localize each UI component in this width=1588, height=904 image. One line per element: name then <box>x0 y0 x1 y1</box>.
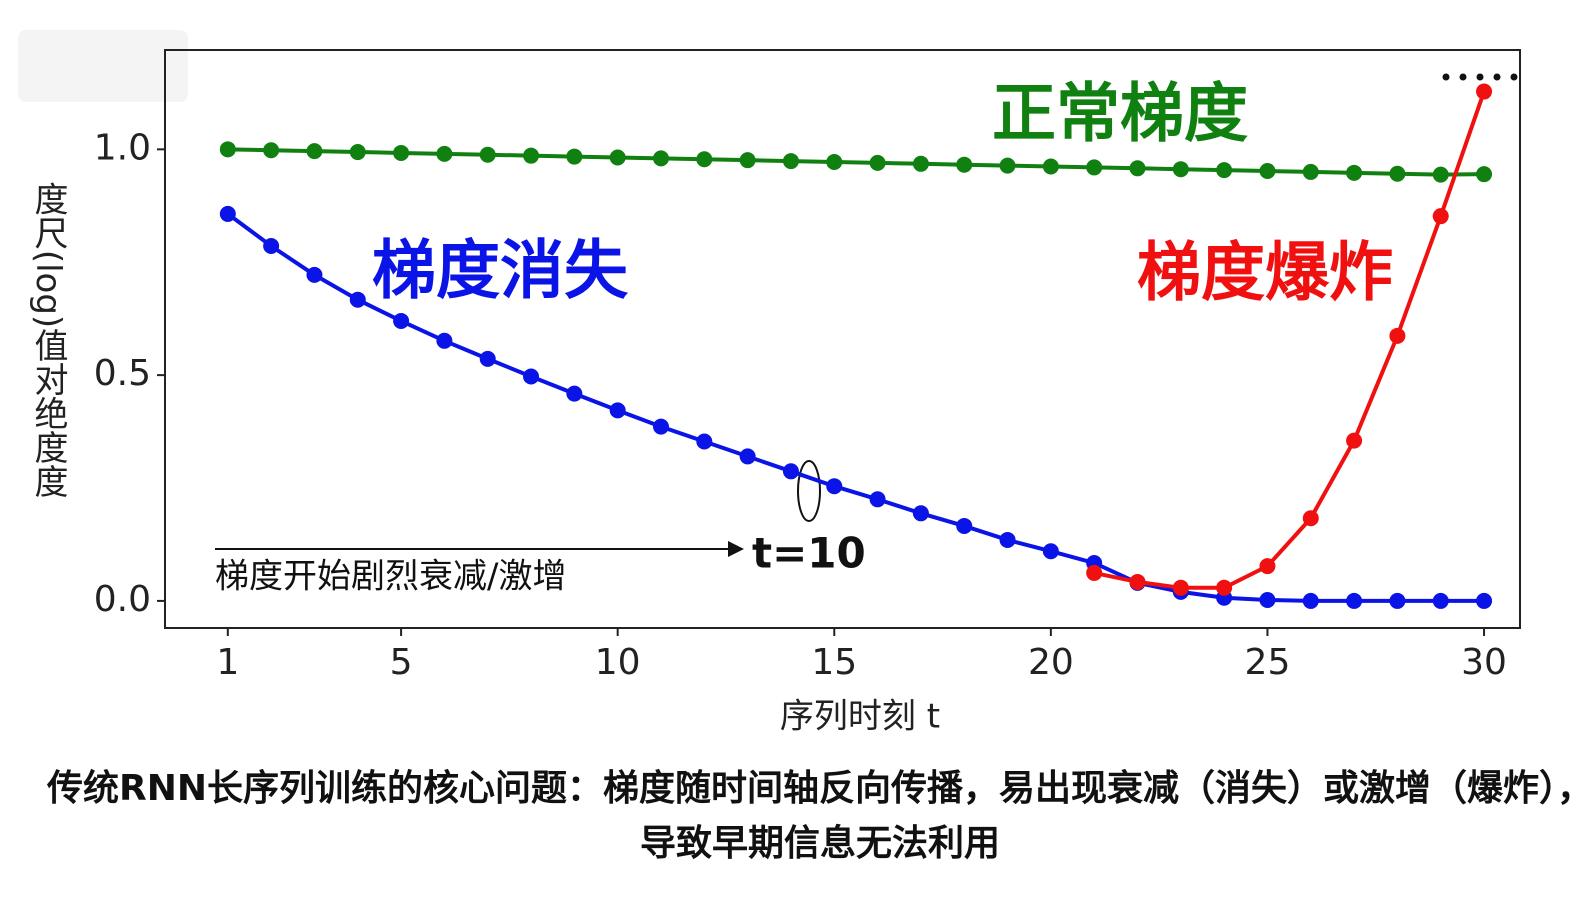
arrow-head <box>728 541 744 557</box>
data-point <box>1086 159 1103 176</box>
data-point <box>696 151 713 168</box>
data-point <box>566 148 583 165</box>
data-point <box>1346 592 1363 609</box>
data-point <box>1216 579 1233 596</box>
plot-frame <box>164 49 1521 629</box>
data-point <box>999 157 1016 174</box>
data-point <box>1389 165 1406 182</box>
data-point <box>869 154 886 171</box>
data-point <box>1432 592 1449 609</box>
y-tick-label: 0.5 <box>94 353 151 394</box>
x-tick-label: 15 <box>811 642 857 683</box>
data-point <box>1302 510 1319 527</box>
highlight-ellipse <box>797 460 821 522</box>
data-point <box>956 156 973 173</box>
data-point <box>1302 163 1319 180</box>
data-point <box>393 312 410 329</box>
series-label: 正常梯度 <box>992 78 1248 152</box>
data-point <box>1086 564 1103 581</box>
series-label: 梯度消失 <box>372 235 629 309</box>
data-point <box>219 205 236 222</box>
data-point <box>393 144 410 161</box>
data-point <box>263 142 280 159</box>
data-point <box>1346 432 1363 449</box>
data-point <box>1389 592 1406 609</box>
data-point <box>999 531 1016 548</box>
data-point <box>1302 592 1319 609</box>
data-point <box>1432 208 1449 225</box>
data-point <box>1216 162 1233 179</box>
data-point <box>306 143 323 160</box>
data-point <box>652 150 669 167</box>
data-point <box>1259 163 1276 180</box>
data-point <box>912 505 929 522</box>
data-point <box>349 291 366 308</box>
data-point <box>826 153 843 170</box>
data-point <box>1476 166 1493 183</box>
data-point <box>1129 160 1146 177</box>
annotation: 梯度开始剧烈衰减/激增 <box>215 557 566 597</box>
data-point <box>782 463 799 480</box>
data-point <box>566 385 583 402</box>
series-line <box>1093 90 1486 590</box>
data-point <box>1042 158 1059 175</box>
x-axis-label: 序列时刻 t <box>780 697 940 737</box>
ellipsis-dots <box>1442 73 1518 81</box>
x-tick-label: 30 <box>1461 642 1507 683</box>
x-tick-label: 5 <box>390 642 413 683</box>
data-point <box>219 141 236 158</box>
y-axis-label: 度尺(log)值对绝度度 <box>28 182 68 498</box>
y-tick-label: 1.0 <box>94 127 151 168</box>
data-point <box>479 350 496 367</box>
data-point <box>263 237 280 254</box>
series-line <box>227 147 1485 177</box>
x-tick-label: 25 <box>1245 642 1291 683</box>
data-point <box>479 146 496 163</box>
data-point <box>1042 543 1059 560</box>
data-point <box>1432 166 1449 183</box>
data-point <box>912 155 929 172</box>
data-point <box>1129 573 1146 590</box>
annotation: t=10 <box>752 529 866 578</box>
data-point <box>869 491 886 508</box>
data-point <box>1259 592 1276 609</box>
data-point <box>696 433 713 450</box>
data-point <box>1476 592 1493 609</box>
data-point <box>349 144 366 161</box>
x-tick-label: 10 <box>595 642 641 683</box>
data-point <box>436 145 453 162</box>
data-point <box>652 418 669 435</box>
data-point <box>306 266 323 283</box>
caption-line: 导致早期信息无法利用 <box>640 823 1000 864</box>
data-point <box>436 332 453 349</box>
data-point <box>523 368 540 385</box>
caption-line: 传统RNN长序列训练的核心问题：梯度随时间轴反向传播，易出现衰减（消失）或激增（… <box>46 768 1588 809</box>
data-point <box>609 402 626 419</box>
data-point <box>1346 164 1363 181</box>
data-point <box>782 153 799 170</box>
x-tick-label: 20 <box>1028 642 1074 683</box>
x-tick-label: 1 <box>216 642 239 683</box>
series-label: 梯度爆炸 <box>1137 237 1393 311</box>
data-point <box>609 149 626 166</box>
data-point <box>739 448 756 465</box>
y-tick-label: 0.0 <box>94 579 151 620</box>
data-point <box>1476 83 1493 100</box>
data-point <box>1259 558 1276 575</box>
data-point <box>1172 579 1189 596</box>
data-point <box>1389 327 1406 344</box>
blurred-badge <box>18 30 188 102</box>
data-point <box>826 478 843 495</box>
data-point <box>739 152 756 169</box>
data-point <box>1172 161 1189 178</box>
data-point <box>523 147 540 164</box>
data-point <box>956 517 973 534</box>
